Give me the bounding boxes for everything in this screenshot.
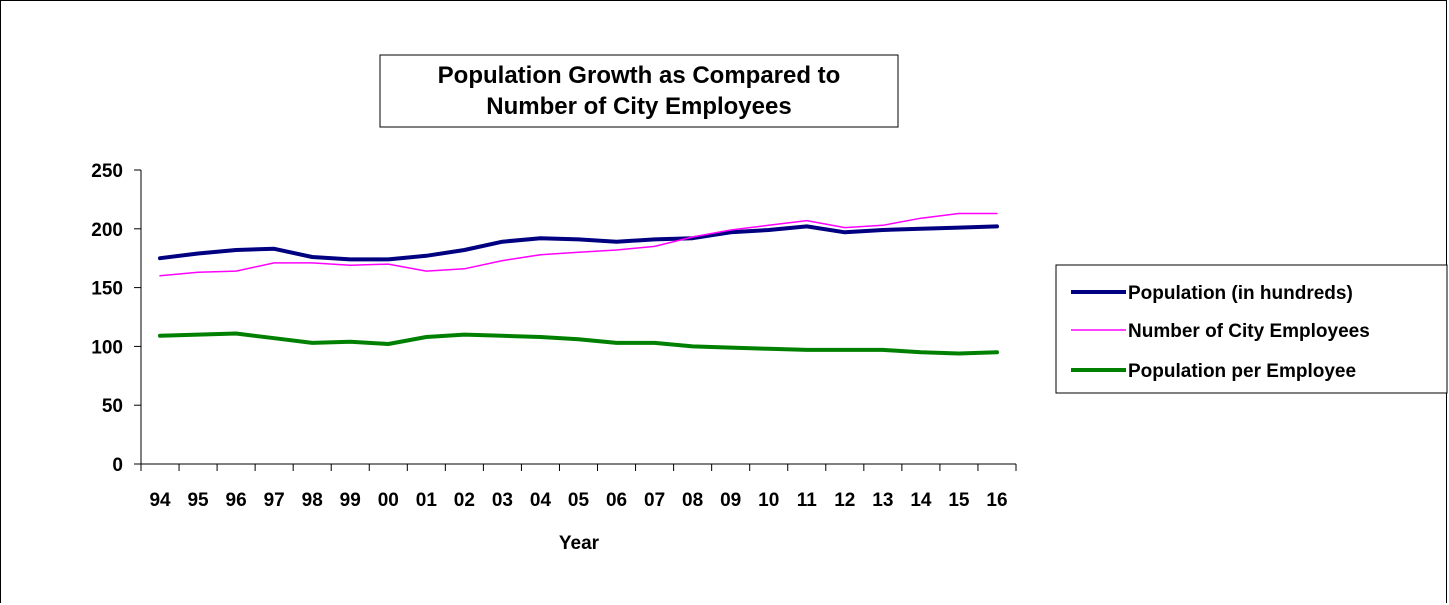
x-tick-label: 06 xyxy=(606,490,627,511)
chart-title-line-1: Population Growth as Compared to xyxy=(438,62,841,89)
legend-label-3: Population per Employee xyxy=(1128,361,1356,382)
x-tick-label: 14 xyxy=(910,490,932,511)
x-tick-label: 12 xyxy=(834,490,855,511)
y-tick-label: 150 xyxy=(91,279,123,300)
x-ticks: 94 95 96 97 98 99 00 01 02 03 04 05 06 07 08 09 10 11 12 13… xyxy=(140,464,1017,511)
y-tick-label: 100 xyxy=(91,337,123,358)
x-tick-label: 11 xyxy=(797,490,818,511)
x-tick-label: 94 xyxy=(149,490,171,511)
chart-title-box xyxy=(379,54,899,128)
y-tick-label: 50 xyxy=(102,396,123,417)
x-tick-label: 09 xyxy=(720,490,741,511)
x-tick-label: 13 xyxy=(872,490,893,511)
x-tick-label: 98 xyxy=(302,490,323,511)
y-tick-label: 0 xyxy=(112,455,123,476)
x-tick-label: 05 xyxy=(568,490,590,511)
y-ticks: 0 50 100 150 200 250 xyxy=(91,161,141,476)
y-tick-label: 250 xyxy=(91,161,123,182)
y-tick-label: 200 xyxy=(91,220,123,241)
x-tick-label: 96 xyxy=(226,490,247,511)
x-tick-label: 15 xyxy=(948,490,970,511)
series-line-1 xyxy=(158,224,999,262)
x-tick-label: 01 xyxy=(416,490,438,511)
x-tick-label: 99 xyxy=(340,490,361,511)
chart-title-line-2: Number of City Employees xyxy=(486,93,791,120)
x-tick-label: 04 xyxy=(530,490,552,511)
x-tick-label: 02 xyxy=(454,490,475,511)
x-tick-label: 08 xyxy=(682,490,703,511)
x-tick-label: 00 xyxy=(378,490,399,511)
x-tick-label: 16 xyxy=(986,490,1007,511)
x-tick-label: 95 xyxy=(187,490,209,511)
x-tick-label: 10 xyxy=(758,490,779,511)
x-axis-title: Year xyxy=(559,533,600,554)
series-line-2 xyxy=(159,212,998,277)
legend-items: Population (in hundreds) Number of City E… xyxy=(1071,283,1370,382)
series-lines xyxy=(158,212,999,356)
x-tick-label: 07 xyxy=(644,490,665,511)
series-line-3 xyxy=(158,331,999,356)
x-tick-label: 97 xyxy=(264,490,285,511)
x-tick-label: 03 xyxy=(492,490,513,511)
legend-label-1: Population (in hundreds) xyxy=(1128,283,1353,304)
legend-label-2: Number of City Employees xyxy=(1128,321,1370,342)
